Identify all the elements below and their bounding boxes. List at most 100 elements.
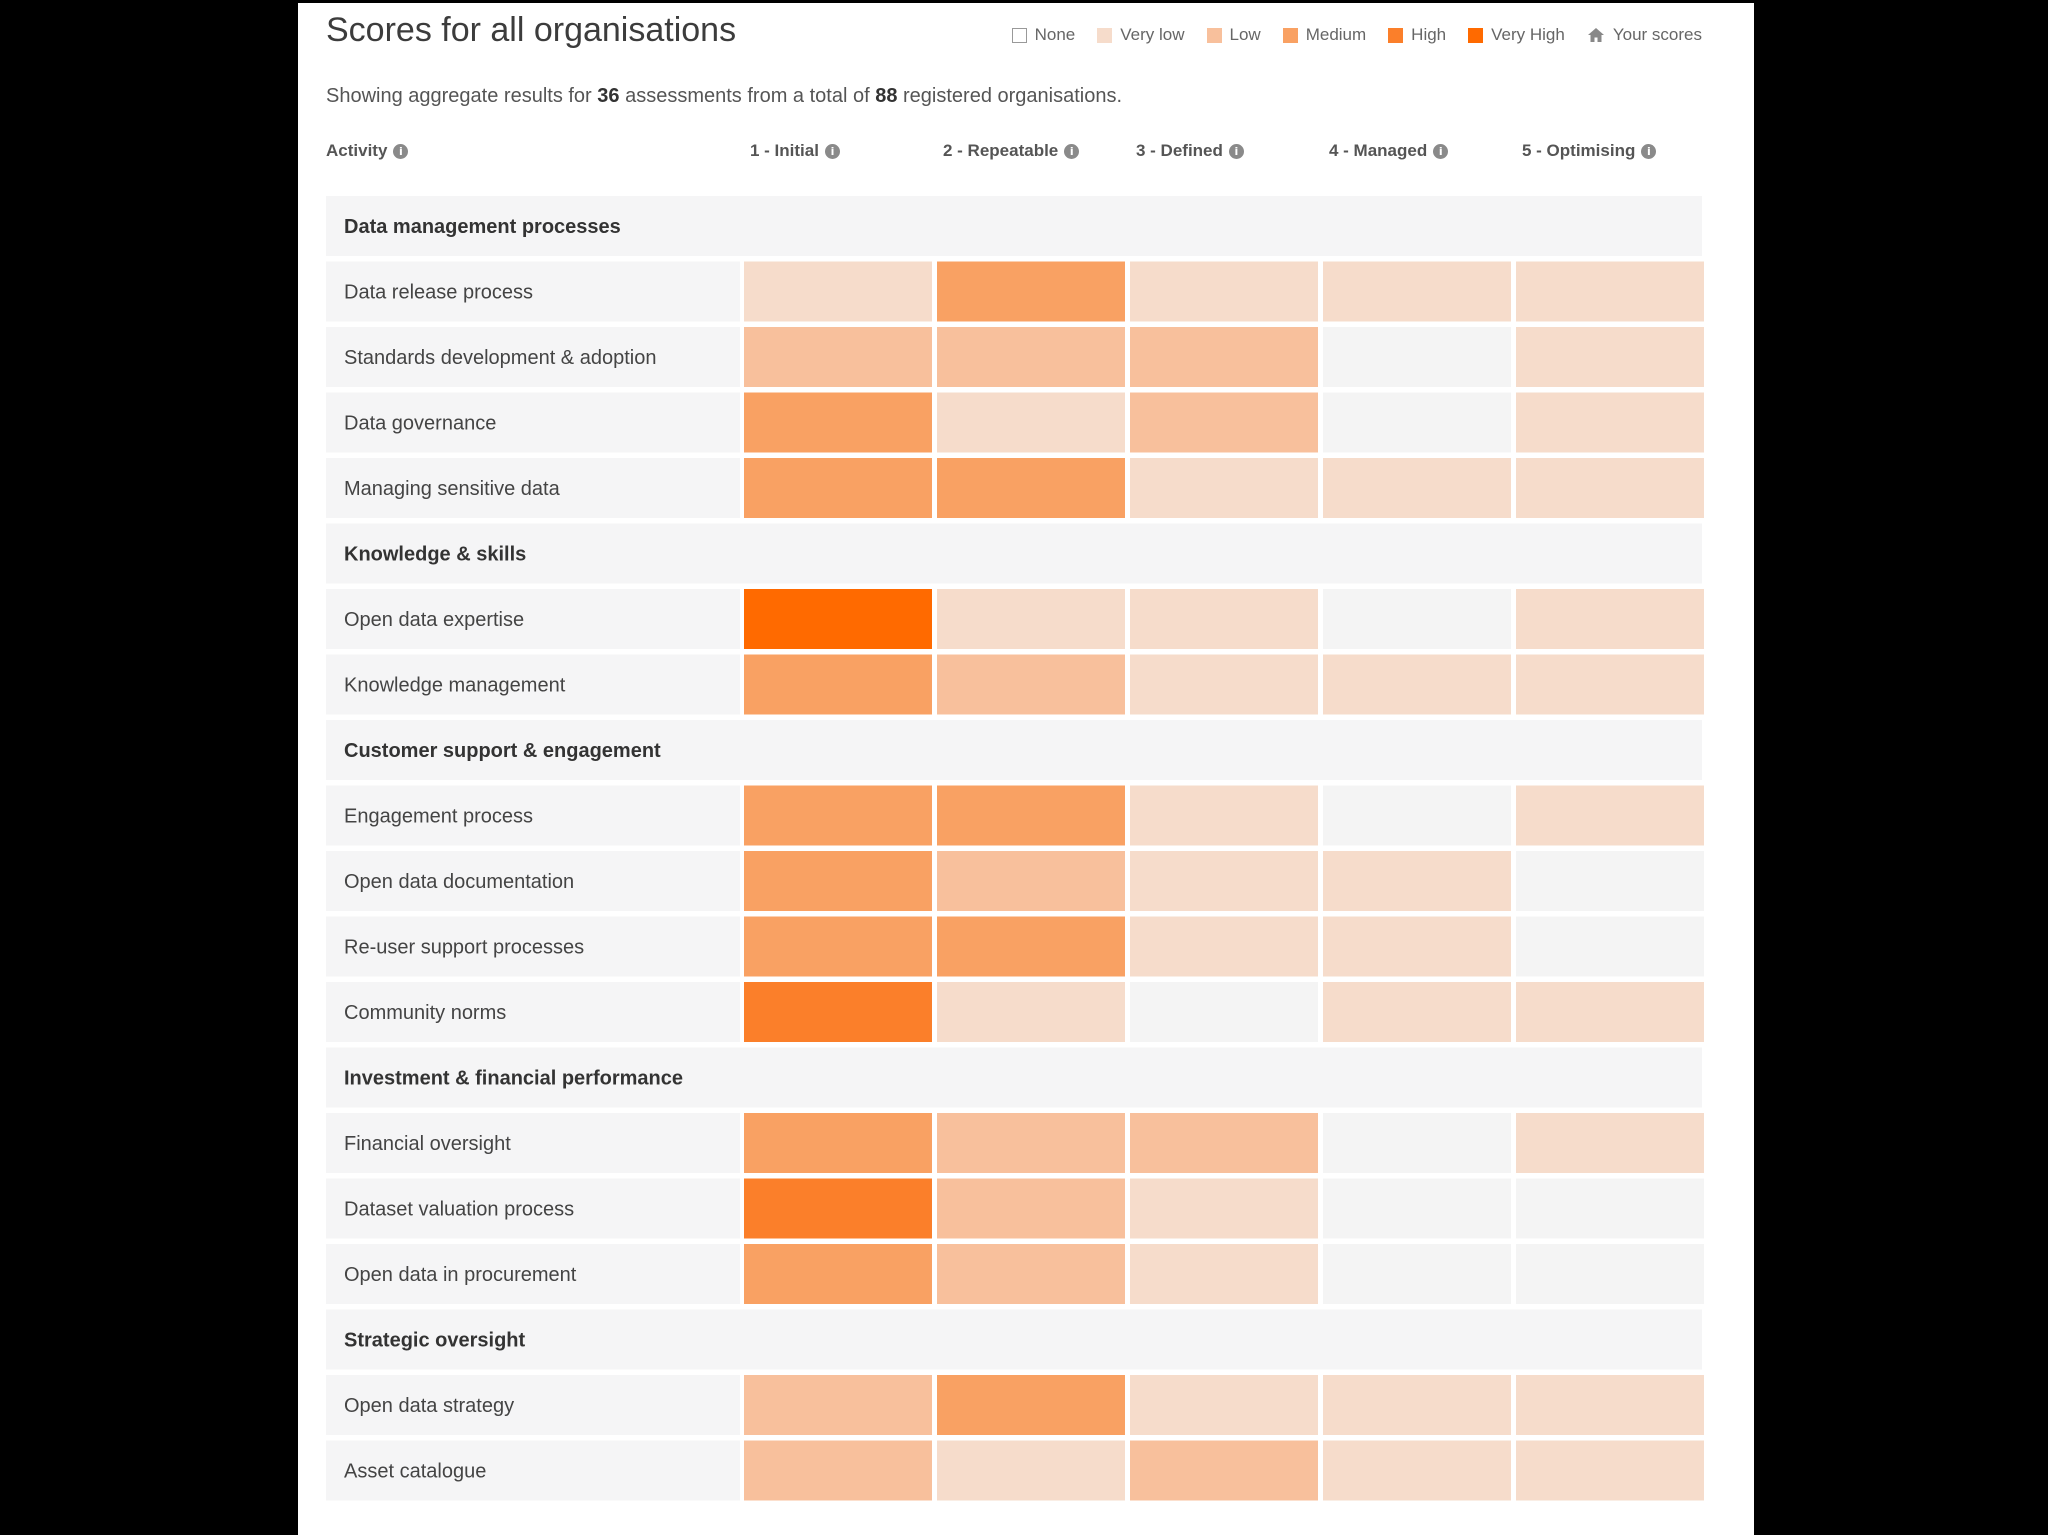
heatmap-cell[interactable] [1516, 589, 1704, 649]
info-icon[interactable]: i [1641, 143, 1657, 159]
heatmap-cell[interactable] [1323, 1440, 1511, 1501]
heatmap-cell[interactable] [1516, 916, 1704, 977]
heatmap-cell[interactable] [1323, 916, 1511, 977]
row-label-bg [326, 1244, 740, 1304]
house-icon [1587, 27, 1605, 43]
row-label: Asset catalogue [344, 1461, 486, 1483]
group-label: Strategic oversight [344, 1330, 526, 1352]
legend: None Very low Low Medium High Very High Your s… [1011, 25, 1702, 45]
heatmap-cell[interactable] [744, 1440, 932, 1501]
heatmap-cell[interactable] [744, 916, 932, 977]
heatmap-cell[interactable] [1516, 982, 1704, 1042]
heatmap-cell[interactable] [937, 1113, 1125, 1173]
heatmap-cell[interactable] [1130, 1375, 1318, 1435]
legend-swatch [1011, 27, 1027, 43]
heatmap-cell[interactable] [1516, 785, 1704, 846]
heatmap-cell[interactable] [744, 261, 932, 322]
heatmap-cell[interactable] [1323, 1244, 1511, 1304]
heatmap-cell[interactable] [1516, 1244, 1704, 1304]
heatmap-cell[interactable] [937, 392, 1125, 453]
heatmap-cell[interactable] [1516, 458, 1704, 518]
heatmap-cell[interactable] [1323, 785, 1511, 846]
heatmap-cell[interactable] [744, 654, 932, 715]
heatmap-cell[interactable] [937, 851, 1125, 911]
heatmap-cell[interactable] [1130, 851, 1318, 911]
heatmap-cell[interactable] [1130, 1178, 1318, 1239]
legend-item-none: None [1011, 25, 1075, 45]
heatmap-cell[interactable] [744, 392, 932, 453]
heatmap-cell[interactable] [1516, 392, 1704, 453]
heatmap-cell[interactable] [1516, 1178, 1704, 1239]
heatmap-cell[interactable] [744, 458, 932, 518]
heatmap-cell[interactable] [744, 327, 932, 387]
heatmap-cell[interactable] [1323, 392, 1511, 453]
heatmap-cell[interactable] [1323, 589, 1511, 649]
heatmap-cell[interactable] [744, 589, 932, 649]
heatmap-cell[interactable] [1130, 785, 1318, 846]
column-header-label: 1 - Initial [750, 141, 819, 160]
row-label-bg [326, 1113, 740, 1173]
heatmap-cell[interactable] [1130, 654, 1318, 715]
heatmap-cell[interactable] [744, 785, 932, 846]
column-header-label: 2 - Repeatable [943, 141, 1059, 160]
heatmap-cell[interactable] [1323, 261, 1511, 322]
heatmap-cell[interactable] [937, 1178, 1125, 1239]
heatmap-cell[interactable] [1516, 1375, 1704, 1435]
heatmap-cell[interactable] [744, 1113, 932, 1173]
heatmap-cell[interactable] [744, 851, 932, 911]
heatmap-cell[interactable] [937, 1244, 1125, 1304]
heatmap-cell[interactable] [937, 327, 1125, 387]
assessment-count: 36 [597, 85, 620, 107]
heatmap-cell[interactable] [1130, 982, 1318, 1042]
column-header-4: 4 - Managed i [1329, 141, 1449, 161]
heatmap-cell[interactable] [937, 261, 1125, 322]
heatmap-cell[interactable] [1130, 916, 1318, 977]
heatmap-cell[interactable] [744, 982, 932, 1042]
info-icon[interactable]: i [824, 143, 840, 159]
heatmap-cell[interactable] [1516, 654, 1704, 715]
heatmap-cell[interactable] [1130, 1113, 1318, 1173]
heatmap-cell[interactable] [1516, 1440, 1704, 1501]
heatmap-cell[interactable] [1516, 327, 1704, 387]
row-label: Dataset valuation process [344, 1199, 574, 1221]
heatmap-cell[interactable] [744, 1375, 932, 1435]
heatmap-cell[interactable] [1516, 261, 1704, 322]
heatmap-cell[interactable] [937, 785, 1125, 846]
heatmap-cell[interactable] [1130, 589, 1318, 649]
heatmap-cell[interactable] [1323, 851, 1511, 911]
heatmap-cell[interactable] [937, 458, 1125, 518]
heatmap-cell[interactable] [1323, 327, 1511, 387]
row-label-bg [326, 1178, 740, 1239]
row-label-bg [326, 589, 740, 649]
heatmap-cell[interactable] [1323, 1113, 1511, 1173]
heatmap-cell[interactable] [1130, 392, 1318, 453]
info-icon[interactable]: i [1064, 143, 1080, 159]
heatmap-cell[interactable] [937, 654, 1125, 715]
heatmap-cell[interactable] [937, 982, 1125, 1042]
summary-middle: assessments from a total of [625, 85, 870, 107]
heatmap-cell[interactable] [1323, 1375, 1511, 1435]
heatmap-cell[interactable] [1130, 1440, 1318, 1501]
heatmap-cell[interactable] [1516, 1113, 1704, 1173]
group-header-bg [326, 720, 1702, 780]
heatmap-cell[interactable] [937, 589, 1125, 649]
heatmap-cell[interactable] [1516, 851, 1704, 911]
heatmap-cell[interactable] [937, 1440, 1125, 1501]
info-icon[interactable]: i [1228, 143, 1244, 159]
heatmap-cell[interactable] [1323, 654, 1511, 715]
info-icon[interactable]: i [393, 143, 409, 159]
heatmap-cell[interactable] [1323, 1178, 1511, 1239]
heatmap-cell[interactable] [1130, 1244, 1318, 1304]
heatmap-cell[interactable] [1130, 261, 1318, 322]
heatmap-cell[interactable] [1130, 327, 1318, 387]
group-label: Data management processes [344, 216, 621, 238]
heatmap-cell[interactable] [937, 916, 1125, 977]
heatmap-cell[interactable] [744, 1244, 932, 1304]
info-icon[interactable]: i [1433, 143, 1449, 159]
group-header-bg [326, 523, 1702, 584]
heatmap-cell[interactable] [1130, 458, 1318, 518]
heatmap-cell[interactable] [744, 1178, 932, 1239]
heatmap-cell[interactable] [1323, 458, 1511, 518]
heatmap-cell[interactable] [937, 1375, 1125, 1435]
heatmap-cell[interactable] [1323, 982, 1511, 1042]
